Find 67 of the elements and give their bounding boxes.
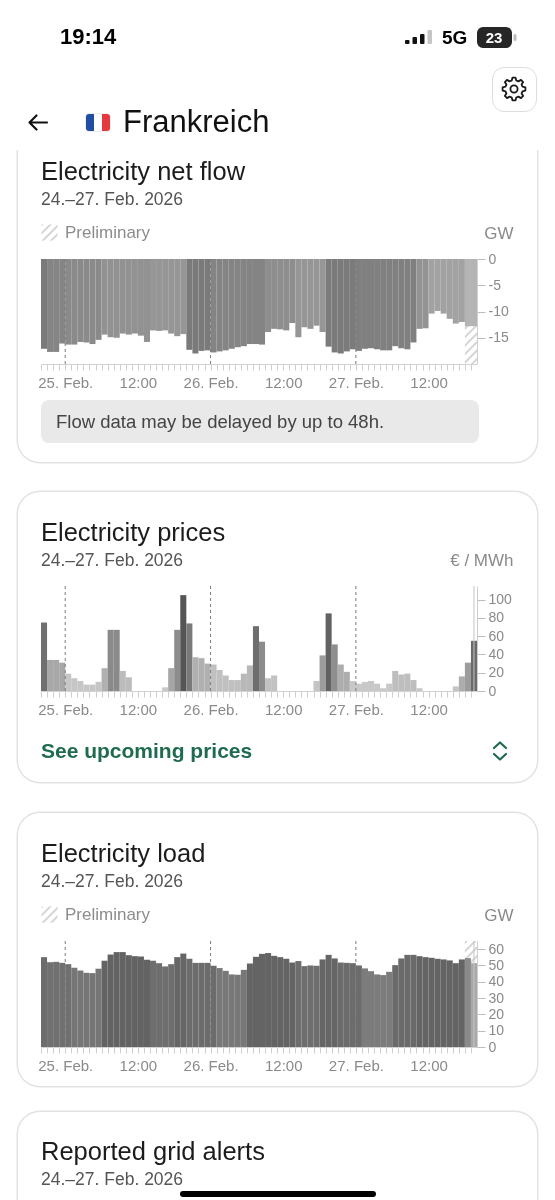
chart-title: Electricity prices bbox=[41, 517, 226, 547]
text: Reported grid alerts bbox=[41, 1136, 265, 1166]
y-tick-label: 0 bbox=[488, 1038, 497, 1055]
chart-subtitle: 24.–27. Feb. 2026 bbox=[41, 870, 184, 892]
chart-title: Electricity net flow bbox=[41, 156, 246, 186]
y-axis-title: GW bbox=[484, 223, 514, 243]
y-tick-label: 50 bbox=[488, 956, 505, 973]
y-tick-label: 20 bbox=[488, 664, 505, 681]
y-tick-label: 100 bbox=[488, 591, 513, 608]
bar bbox=[168, 668, 175, 691]
y-tick-label: 80 bbox=[488, 609, 505, 626]
y-tick-label: 10 bbox=[488, 1022, 505, 1039]
text: 23 bbox=[485, 28, 503, 46]
text: Frankreich bbox=[123, 103, 270, 141]
x-tick-label: 12:00 bbox=[264, 373, 303, 391]
y-tick-label: 20 bbox=[488, 1005, 505, 1022]
chart-subtitle: 24.–27. Feb. 2026 bbox=[41, 549, 184, 571]
text: 24.–27. Feb. 2026 bbox=[41, 1168, 184, 1190]
bar bbox=[464, 662, 471, 691]
x-tick-label: 12:00 bbox=[410, 1056, 448, 1074]
bar bbox=[252, 626, 259, 691]
x-tick-label: 12:00 bbox=[119, 1056, 158, 1074]
y-axis-title: GW bbox=[484, 905, 514, 925]
text: Flow data may be delayed by up to 48h. bbox=[41, 400, 479, 443]
y-tick-label: 0 bbox=[488, 682, 497, 699]
bar bbox=[101, 668, 108, 691]
bar bbox=[458, 676, 465, 691]
x-tick-label: 25. Feb. bbox=[38, 1056, 94, 1074]
bar bbox=[259, 641, 266, 691]
x-tick-label: 12:00 bbox=[264, 700, 303, 718]
bar bbox=[180, 595, 187, 691]
x-tick-label: 27. Feb. bbox=[328, 700, 384, 718]
y-tick-label: 30 bbox=[488, 989, 505, 1006]
x-tick-label: 26. Feb. bbox=[183, 373, 239, 391]
y-tick-label: 40 bbox=[488, 973, 505, 990]
x-tick-label: 27. Feb. bbox=[328, 1056, 384, 1074]
x-tick-label: 12:00 bbox=[264, 1056, 303, 1074]
bar bbox=[331, 644, 338, 691]
bar bbox=[174, 629, 181, 691]
y-tick-label: 0 bbox=[488, 250, 497, 267]
y-tick-label: 40 bbox=[488, 645, 505, 662]
legend-label: Preliminary bbox=[65, 904, 151, 924]
x-tick-label: 12:00 bbox=[410, 700, 448, 718]
text: See upcoming prices bbox=[41, 738, 253, 764]
bar bbox=[186, 623, 193, 691]
chart-subtitle: 24.–27. Feb. 2026 bbox=[41, 188, 184, 210]
bar bbox=[41, 622, 48, 691]
chart-title: Electricity load bbox=[41, 838, 206, 868]
y-tick-label: 60 bbox=[488, 627, 505, 644]
x-tick-label: 26. Feb. bbox=[183, 1056, 239, 1074]
y-tick-label: -15 bbox=[488, 329, 509, 346]
x-tick-label: 26. Feb. bbox=[183, 700, 239, 718]
x-tick-label: 25. Feb. bbox=[38, 373, 94, 391]
y-tick-label: -10 bbox=[488, 303, 509, 319]
x-tick-label: 27. Feb. bbox=[328, 373, 384, 391]
x-tick-label: 12:00 bbox=[410, 373, 448, 391]
y-tick-label: -5 bbox=[488, 276, 502, 293]
y-tick-label: 60 bbox=[488, 940, 505, 957]
x-tick-label: 12:00 bbox=[119, 373, 158, 391]
x-tick-label: 25. Feb. bbox=[38, 700, 94, 718]
legend-label: Preliminary bbox=[65, 222, 151, 242]
y-axis-title: € / MWh bbox=[450, 550, 514, 570]
text: 19:14 bbox=[60, 24, 117, 50]
bar bbox=[319, 655, 326, 691]
bar bbox=[325, 613, 332, 691]
x-tick-label: 12:00 bbox=[119, 700, 158, 718]
text: 5G bbox=[442, 25, 468, 49]
